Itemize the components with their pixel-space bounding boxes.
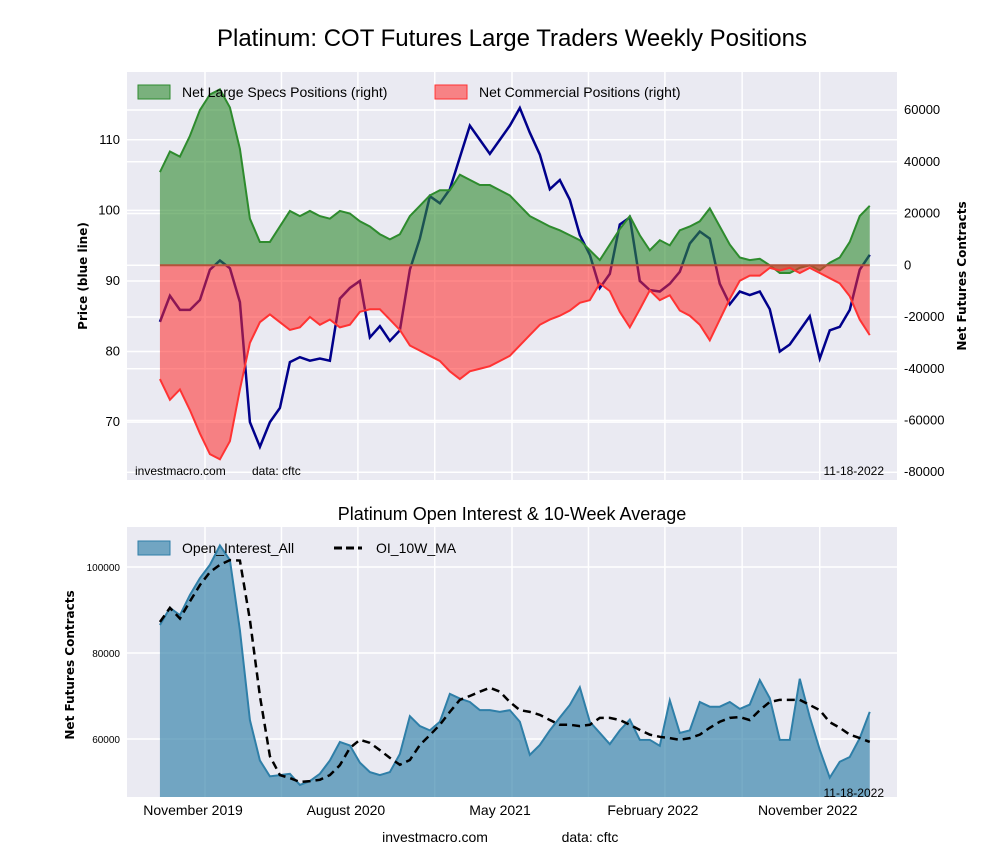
x-tick-label: February 2022 (607, 802, 698, 818)
legend-swatch-open-interest (137, 540, 171, 556)
left-tick-label: 70 (106, 414, 120, 429)
right-tick-label: -20000 (904, 309, 944, 324)
right-tick-label: 0 (904, 257, 911, 272)
left-tick-label: 100 (98, 202, 120, 217)
price-line (158, 105, 871, 451)
x-tick-label: November 2022 (758, 802, 858, 818)
open-interest-legend: Open_Interest_All OI_10W_MA (137, 540, 457, 556)
left-tick-label: 110 (99, 132, 120, 147)
legend-swatch-commercial (434, 84, 468, 100)
footer-site: investmacro.com (382, 829, 488, 845)
oi-axis-label: Net Futures Contracts (63, 590, 77, 739)
oi-tick-label: 100000 (87, 563, 121, 574)
open-interest-title: Platinum Open Interest & 10-Week Average (338, 504, 687, 524)
right-tick-label: -60000 (904, 412, 944, 427)
footer-source: data: cftc (562, 829, 619, 845)
ma-line (158, 558, 871, 784)
legend-label-open-interest: Open_Interest_All (182, 540, 294, 556)
legend-label-commercial: Net Commercial Positions (right) (479, 84, 681, 100)
open-interest-axes: 60000 80000 100000 November 2019 August 2020… (63, 527, 897, 818)
positions-legend: Net Large Specs Positions (right) Net Co… (137, 84, 681, 100)
annotation-site: investmacro.com (135, 464, 226, 478)
right-tick-label: 40000 (904, 154, 940, 169)
legend-label-specs: Net Large Specs Positions (right) (182, 84, 387, 100)
commercial-area (159, 265, 870, 460)
figure-title: Platinum: COT Futures Large Traders Week… (217, 25, 807, 52)
x-tick-label: August 2020 (307, 802, 386, 818)
positions-axes: 70 80 90 100 110 -80000 -60000 -40000 -20000 0 200… (76, 72, 969, 480)
specs-line (159, 87, 871, 275)
oi-tick-label: 60000 (92, 735, 120, 746)
commercial-line (159, 266, 871, 461)
open-interest-line (159, 543, 871, 787)
left-tick-label: 90 (106, 273, 120, 288)
open-interest-area (159, 545, 870, 797)
left-axis-label: Price (blue line) (76, 222, 90, 330)
annotation-date: 11-18-2022 (824, 464, 885, 478)
right-axis-label: Net Futures Contracts (955, 201, 969, 350)
legend-swatch-specs (137, 84, 171, 100)
annotation-source: data: cftc (252, 464, 301, 478)
x-tick-label: November 2019 (143, 802, 243, 818)
right-tick-label: -80000 (904, 464, 944, 479)
oi-tick-label: 80000 (92, 649, 120, 660)
x-tick-label: May 2021 (469, 802, 531, 818)
specs-area (159, 89, 870, 274)
right-tick-label: -40000 (904, 361, 944, 376)
right-tick-label: 20000 (904, 206, 940, 221)
right-tick-label: 60000 (904, 102, 940, 117)
legend-label-ma: OI_10W_MA (376, 540, 457, 556)
oi-annotation-date: 11-18-2022 (824, 786, 885, 800)
left-tick-label: 80 (106, 344, 120, 359)
